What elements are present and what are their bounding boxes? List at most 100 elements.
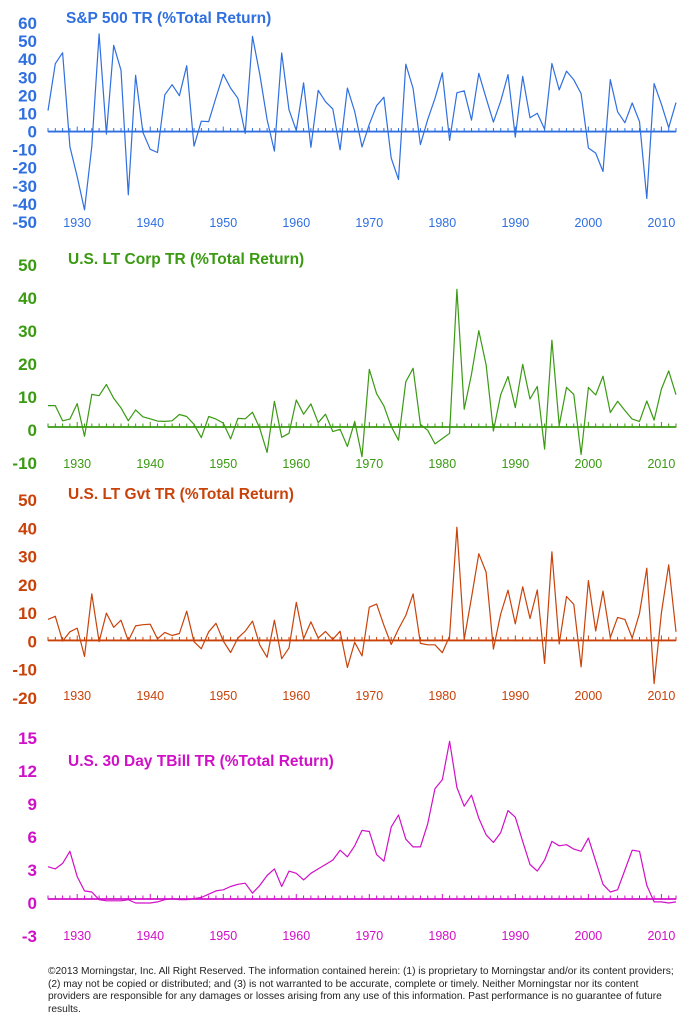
data-point (201, 648, 202, 649)
data-point (91, 891, 92, 892)
data-point (77, 176, 78, 177)
data-point (135, 902, 136, 903)
data-point (537, 386, 538, 387)
data-point (128, 640, 129, 641)
data-point (223, 889, 224, 890)
data-point (332, 639, 333, 640)
data-point (391, 158, 392, 159)
data-point (55, 616, 56, 617)
data-point (113, 900, 114, 901)
data-point (588, 838, 589, 839)
data-point (376, 393, 377, 394)
y-tick-label: 40 (18, 519, 37, 538)
data-point (259, 74, 260, 75)
data-point (668, 902, 669, 903)
data-point (442, 652, 443, 653)
data-point (310, 621, 311, 622)
data-point (456, 527, 457, 528)
data-point (201, 897, 202, 898)
data-point (99, 33, 100, 34)
data-point (267, 875, 268, 876)
data-point (500, 832, 501, 833)
data-point (522, 841, 523, 842)
y-tick-label: 12 (18, 762, 37, 781)
data-point (369, 607, 370, 608)
data-point (449, 636, 450, 637)
data-point (245, 883, 246, 884)
data-point (639, 851, 640, 852)
data-point (91, 146, 92, 147)
data-point (142, 902, 143, 903)
data-point (354, 642, 355, 643)
data-point (471, 795, 472, 796)
data-point (157, 152, 158, 153)
chart-title: U.S. LT Gvt TR (%Total Return) (68, 486, 294, 503)
data-point (478, 73, 479, 74)
data-point (668, 564, 669, 565)
data-point (47, 619, 48, 620)
data-point (325, 414, 326, 415)
data-point (281, 658, 282, 659)
data-point (624, 122, 625, 123)
data-point (106, 900, 107, 901)
data-point (201, 121, 202, 122)
data-point (442, 779, 443, 780)
data-point (172, 898, 173, 899)
x-tick-label: 1980 (428, 689, 456, 703)
data-point (325, 631, 326, 632)
series-line (48, 288, 677, 458)
data-point (391, 827, 392, 828)
data-point (413, 846, 414, 847)
data-point (551, 841, 552, 842)
data-point (193, 424, 194, 425)
data-point (208, 121, 209, 122)
data-point (267, 657, 268, 658)
x-tick-label: 1950 (209, 457, 237, 471)
data-point (427, 430, 428, 431)
data-point (208, 416, 209, 417)
data-point (164, 899, 165, 900)
x-tick-label: 1990 (501, 929, 529, 943)
data-point (434, 443, 435, 444)
data-point (376, 854, 377, 855)
data-point (354, 845, 355, 846)
data-point (281, 437, 282, 438)
data-point (201, 437, 202, 438)
data-point (610, 79, 611, 80)
data-point (120, 407, 121, 408)
data-point (237, 884, 238, 885)
data-point (632, 419, 633, 420)
data-point (544, 663, 545, 664)
data-point (245, 631, 246, 632)
data-point (507, 376, 508, 377)
x-tick-label: 1970 (355, 929, 383, 943)
data-point (624, 869, 625, 870)
data-point (150, 149, 151, 150)
series-line (47, 740, 677, 904)
data-point (544, 449, 545, 450)
data-point (77, 403, 78, 404)
y-tick-label: 0 (28, 123, 37, 142)
data-point (91, 394, 92, 395)
data-point (471, 597, 472, 598)
data-point (500, 613, 501, 614)
copyright-disclaimer: ©2013 Morningstar, Inc. All Right Reserv… (48, 966, 674, 1015)
data-point (157, 421, 158, 422)
data-point (595, 630, 596, 631)
data-point (529, 117, 530, 118)
data-point (478, 818, 479, 819)
data-point (120, 900, 121, 901)
x-tick-label: 1930 (63, 457, 91, 471)
data-point (449, 741, 450, 742)
data-point (522, 586, 523, 587)
data-point (259, 645, 260, 646)
data-point (135, 75, 136, 76)
data-point (654, 83, 655, 84)
data-point (420, 846, 421, 847)
data-point (310, 403, 311, 404)
data-point (230, 652, 231, 653)
data-point (602, 171, 603, 172)
data-point (215, 890, 216, 891)
data-point (610, 412, 611, 413)
y-tick-label: 0 (28, 632, 37, 651)
